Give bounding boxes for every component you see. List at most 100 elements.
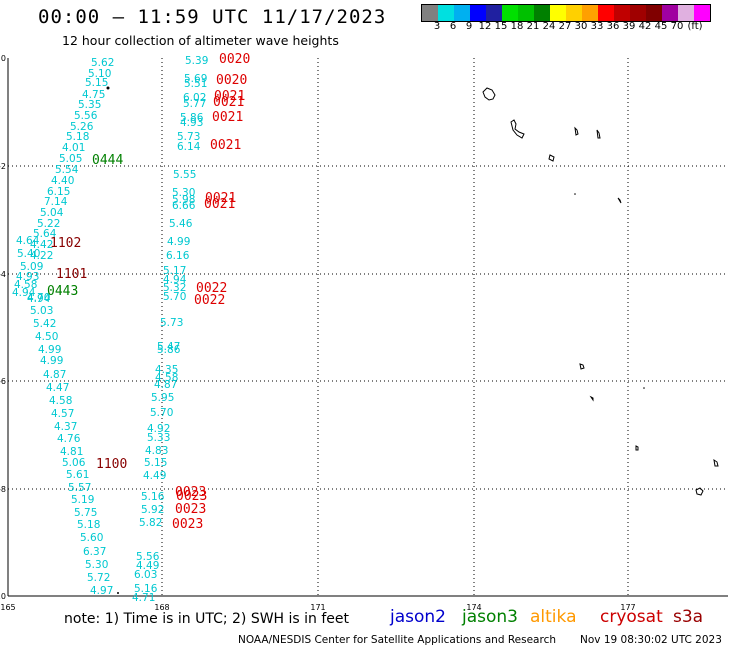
longitude-label: 174	[466, 603, 481, 612]
legend-note: note: 1) Time is in UTC; 2) SWH is in fe…	[64, 611, 350, 627]
color-scale-label: 21	[526, 21, 540, 32]
swh-label: 5.22	[37, 218, 60, 230]
swh-label: 4.57	[51, 408, 74, 420]
swh-label: 7.14	[44, 196, 68, 208]
swh-label: 4.75	[82, 89, 105, 101]
swh-label: 5.16	[134, 583, 158, 595]
swh-label: 5.16	[141, 491, 165, 503]
swh-label: 4.64	[16, 235, 40, 247]
footer-credit: NOAA/NESDIS Center for Satellite Applica…	[238, 634, 556, 646]
longitude-label: 168	[154, 603, 169, 612]
island-11	[695, 487, 704, 496]
swh-label: 4.40	[51, 175, 74, 187]
swh-label: 5.17	[163, 265, 186, 277]
swh-label: 4.70	[27, 292, 50, 304]
island-dot	[117, 592, 119, 594]
island-3	[574, 126, 579, 136]
time-label: 0023	[175, 485, 206, 500]
swh-label: 4.94	[163, 274, 187, 286]
swh-label: 5.56	[74, 110, 98, 122]
color-swatch	[566, 5, 582, 21]
color-scale-labels: 3 6 9 12 15 18 21 24 27 30 33 36 39 42 45 70 (ft)	[421, 21, 740, 33]
swh-label: 5.70	[150, 407, 173, 419]
swh-label: 4.49	[143, 470, 166, 482]
island-dot	[643, 387, 645, 389]
latitude-label: -6	[0, 377, 6, 386]
color-swatch	[630, 5, 646, 21]
swh-label: 5.77	[183, 98, 206, 110]
swh-label: 5.70	[163, 291, 186, 303]
swh-label: 5.57	[68, 482, 91, 494]
swh-label: 4.58	[49, 395, 72, 407]
swh-label: 4.58	[155, 372, 178, 384]
swh-label: 5.86	[180, 112, 204, 124]
swh-label: 5.04	[40, 207, 64, 219]
chart-title: 00:00 – 11:59 UTC 11/17/2023	[38, 6, 387, 28]
time-label: 0020	[219, 52, 250, 67]
swh-label: 5.92	[141, 504, 164, 516]
color-swatch	[470, 5, 486, 21]
swh-label: 4.47	[46, 382, 69, 394]
longitude-label: 177	[620, 603, 635, 612]
color-scale-label: 30	[574, 21, 588, 32]
swh-label: 5.05	[59, 153, 82, 165]
swh-label: 6.37	[83, 546, 106, 558]
satellite-track-east: 5.395.695.516.025.775.864.935.736.145.55…	[132, 52, 250, 604]
color-swatch	[614, 5, 630, 21]
swh-label: 4.92	[147, 423, 170, 435]
swh-label: 6.03	[134, 569, 157, 581]
swh-label: 4.93	[16, 271, 39, 283]
swh-label: 5.73	[160, 317, 183, 329]
swh-label: 5.18	[77, 519, 100, 531]
legend-jason2: jason2	[390, 607, 446, 627]
swh-label: 5.54	[55, 164, 79, 176]
swh-label: 6.66	[172, 200, 196, 212]
island-5	[548, 154, 555, 162]
color-scale-label: 15	[494, 21, 508, 32]
swh-label: 5.15	[144, 457, 167, 469]
swh-label: 4.76	[57, 433, 81, 445]
longitude-label: 171	[310, 603, 325, 612]
color-swatch	[518, 5, 534, 21]
color-scale-label: 24	[542, 21, 556, 32]
swh-label: 4.42	[30, 239, 53, 251]
time-label: 0021	[214, 89, 245, 104]
footer-timestamp: Nov 19 08:30:02 UTC 2023	[580, 634, 722, 646]
color-swatch	[422, 5, 438, 21]
swh-label: 4.99	[40, 355, 63, 367]
swh-label: 5.72	[87, 572, 110, 584]
swh-label: 4.97	[90, 585, 113, 597]
swh-label: 5.35	[78, 99, 101, 111]
time-label: 0022	[196, 281, 227, 296]
color-swatch	[694, 5, 710, 21]
color-scale-label: 9	[465, 21, 473, 32]
swh-label: 4.35	[155, 364, 178, 376]
color-scale-label: 27	[558, 21, 572, 32]
time-label: 0022	[194, 293, 225, 308]
color-scale-label: 45	[654, 21, 668, 32]
color-scale-label: 70	[670, 21, 684, 32]
legend-cryosat: cryosat	[600, 607, 663, 627]
swh-label: 4.22	[30, 250, 53, 262]
time-label: 0443	[47, 284, 78, 299]
color-swatch	[502, 5, 518, 21]
time-label: 0021	[212, 110, 243, 125]
color-swatch	[662, 5, 678, 21]
color-scale-label: 39	[622, 21, 636, 32]
swh-label: 5.60	[80, 532, 103, 544]
swh-label: 5.86	[157, 344, 181, 356]
swh-label: 5.30	[172, 187, 195, 199]
swh-label: 4.94	[27, 293, 51, 305]
time-label: 0444	[92, 153, 123, 168]
swh-label: 5.33	[147, 432, 170, 444]
swh-label: 4.49	[136, 560, 159, 572]
swh-label: 5.15	[85, 77, 108, 89]
swh-label: 4.83	[145, 445, 168, 457]
latitude-label: -8	[0, 485, 6, 494]
color-scale-label: 33	[590, 21, 604, 32]
color-scale-label: 12	[478, 21, 492, 32]
time-label: 0023	[172, 517, 203, 532]
island-4	[596, 129, 601, 139]
swh-label: 4.58	[14, 279, 37, 291]
